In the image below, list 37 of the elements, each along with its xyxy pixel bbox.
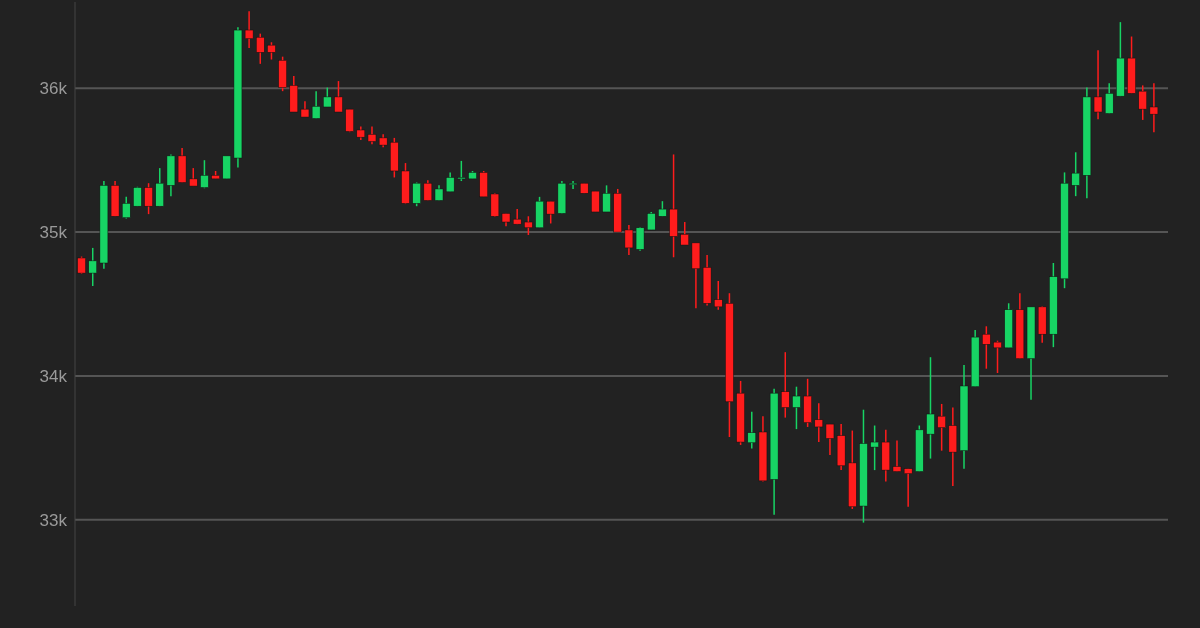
candlestick xyxy=(937,403,946,452)
y-tick-label: 35k xyxy=(39,223,68,243)
candlestick xyxy=(256,32,265,65)
candlestick xyxy=(792,385,801,430)
candlestick xyxy=(200,159,209,189)
candlestick xyxy=(993,339,1002,374)
candlestick xyxy=(1104,82,1114,115)
candlestick xyxy=(814,402,824,443)
candlestick xyxy=(591,190,600,213)
candlestick xyxy=(1149,82,1159,133)
candlestick xyxy=(892,439,902,473)
candlestick xyxy=(88,247,97,287)
y-tick-label: 34k xyxy=(39,366,68,386)
candlestick xyxy=(457,160,466,182)
candlestick xyxy=(423,179,433,202)
candlestick xyxy=(222,155,232,180)
candlestick xyxy=(546,200,555,225)
candlestick xyxy=(926,356,935,460)
candlestick xyxy=(144,182,153,215)
candlestick xyxy=(524,215,533,236)
candlestick xyxy=(1071,151,1080,197)
y-tick-label: 33k xyxy=(39,510,68,530)
candlestick xyxy=(903,467,913,508)
candlestick xyxy=(334,80,343,113)
candlestick xyxy=(155,167,164,207)
candlestick xyxy=(1138,84,1147,121)
candlestick xyxy=(680,221,689,246)
candlestick xyxy=(602,184,611,213)
candlestick xyxy=(747,411,757,450)
candlestick xyxy=(323,86,332,108)
candlestick xyxy=(412,181,421,207)
candlestick xyxy=(982,325,991,370)
candlestick xyxy=(870,424,879,471)
candlestick xyxy=(781,351,790,419)
candlestick xyxy=(714,280,723,311)
y-tick-label: 36k xyxy=(39,79,68,99)
candlestick xyxy=(445,171,455,193)
